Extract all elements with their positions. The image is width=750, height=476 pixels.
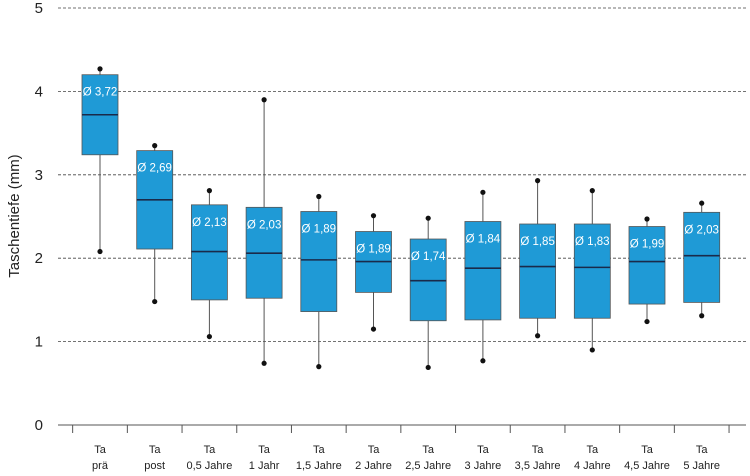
box-iqr [683,211,721,303]
y-tick-label: 4 [35,83,43,100]
x-category-label-line1: Ta [696,444,709,456]
whisker-min-dot [206,333,212,340]
x-category-label-line2: 0,5 Jahre [186,460,232,472]
box-iqr [573,223,611,319]
whisker-max-dot [535,178,541,184]
whisker-min-dot [316,364,322,370]
x-category-label-line1: Ta [204,444,217,456]
boxes: Ø 3,72 Ø 2,69 Ø 2,13 Ø 2,03 Ø 1,89 Ø 1,89 Ø 1,… [81,66,721,371]
x-category-label-line1: Ta [532,444,545,456]
mean-label: Ø 1,85 [520,236,555,248]
labels: 0 1 2 3 4 5 Ta prä Ta post Ta 0,5 Jahre Ta 1 Jahr Ta 1,… [35,0,720,472]
mean-label: Ø 1,89 [356,244,391,256]
x-category-label-line1: Ta [258,444,271,456]
x-category-label-line2: 1,5 Jahre [296,460,342,472]
box-group: Ø 1,89 [355,213,392,332]
y-tick-label: 0 [35,417,43,434]
box-iqr [409,238,447,322]
x-category-label-line2: 1 Jahr [249,460,280,472]
x-category-label-line2: 2 Jahre [355,460,392,472]
whisker-max-dot [152,143,158,149]
whisker-max-dot [644,216,650,222]
mean-label: Ø 1,84 [466,234,501,246]
whisker-max-dot [480,189,486,195]
mean-label: Ø 3,72 [83,87,118,99]
x-category-label-line1: Ta [586,444,599,456]
whisker-max-dot [97,66,103,72]
y-tick-label: 1 [35,334,43,351]
whisker-min-dot [535,333,541,339]
mean-label: Ø 2,13 [192,217,227,229]
box-group: Ø 2,03 [683,200,721,319]
box-group: Ø 1,85 [519,178,556,339]
mean-label: Ø 1,99 [630,239,665,251]
mean-label: Ø 2,03 [247,219,282,231]
box-iqr [464,221,502,321]
whisker-max-dot [261,97,267,103]
x-category-label-line1: Ta [94,444,107,456]
y-tick-label: 3 [35,167,43,184]
box-group: Ø 1,84 [464,189,502,364]
x-category-label-line2: post [144,460,165,472]
whisker-min-dot [152,298,158,305]
mean-label: Ø 2,69 [137,163,172,175]
x-category-label-line1: Ta [422,444,435,456]
box-group: Ø 1,99 [628,216,666,325]
x-category-label-line2: prä [92,460,109,472]
axes [58,424,746,433]
whisker-max-dot [699,200,705,206]
x-category-label-line2: 5 Jahre [683,460,720,472]
x-category-label-line1: Ta [368,444,381,456]
whisker-min-dot [644,318,650,325]
whisker-min-dot [261,360,267,366]
box-group: Ø 2,69 [136,143,174,305]
whisker-min-dot [699,313,705,319]
box-group: Ø 2,03 [245,97,283,366]
whisker-max-dot [316,193,322,200]
whisker-min-dot [97,248,103,255]
box-group: Ø 2,13 [190,188,228,340]
y-axis-title: Taschentiefe (mm) [6,154,23,277]
mean-label: Ø 2,03 [684,224,719,236]
box-iqr [519,223,556,319]
x-category-label-line1: Ta [477,444,490,456]
whisker-max-dot [370,213,377,219]
mean-label: Ø 1,89 [302,223,337,235]
whisker-max-dot [206,188,212,194]
box-group: Ø 1,83 [573,188,611,353]
whisker-min-dot [480,358,486,364]
whisker-min-dot [370,326,377,332]
box-iqr [300,211,338,312]
mean-label: Ø 1,83 [575,236,610,248]
x-category-label-line1: Ta [313,444,326,456]
x-category-label-line2: 4 Jahre [574,460,611,472]
x-category-label-line2: 3,5 Jahre [515,460,561,472]
x-category-label-line2: 2,5 Jahre [405,460,451,472]
x-category-label-line2: 3 Jahre [465,460,502,472]
whisker-min-dot [589,347,595,353]
box-group: Ø 3,72 [81,66,119,255]
mean-label: Ø 1,74 [411,251,446,263]
y-tick-label: 5 [35,0,43,17]
box-iqr [190,204,228,301]
box-group: Ø 1,74 [409,215,447,371]
y-tick-label: 2 [35,250,43,267]
whisker-min-dot [425,364,431,371]
x-category-label-line1: Ta [641,444,654,456]
box-iqr [628,226,666,305]
x-category-label-line2: 4,5 Jahre [624,460,670,472]
whisker-max-dot [425,215,431,221]
x-category-label-line1: Ta [149,444,162,456]
box-group: Ø 1,89 [300,193,338,370]
whisker-max-dot [589,188,595,194]
